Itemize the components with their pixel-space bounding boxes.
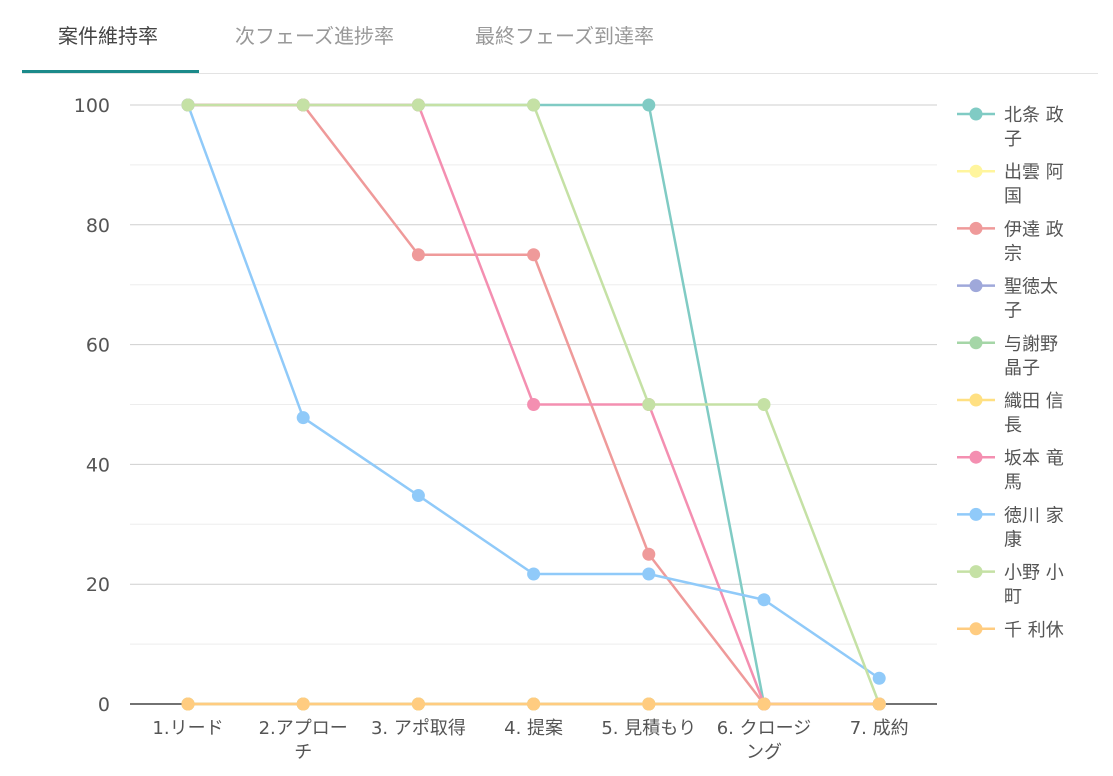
tab-next-phase-progress-rate[interactable]: 次フェーズ進捗率 bbox=[235, 24, 394, 48]
x-axis: 1.リード 2.アプローチ 3. アポ取得 4. 提案 5. 見積もり 6. クロージング… bbox=[130, 703, 937, 763]
data-point[interactable] bbox=[642, 697, 656, 711]
data-point[interactable] bbox=[527, 697, 541, 711]
data-point[interactable] bbox=[872, 697, 886, 711]
legend-marker-icon bbox=[969, 336, 983, 350]
series-line bbox=[186, 104, 880, 680]
legend-item[interactable]: 出雲 阿国 bbox=[957, 162, 1064, 207]
data-point[interactable] bbox=[411, 248, 425, 262]
y-tick-label: 60 bbox=[86, 335, 110, 357]
data-point[interactable] bbox=[527, 98, 541, 112]
legend-item[interactable]: 与謝野晶子 bbox=[957, 334, 1058, 379]
y-axis: 0 20 40 60 80 100 bbox=[74, 95, 110, 716]
x-tick-label: 3. アポ取得 bbox=[371, 718, 466, 739]
data-point[interactable] bbox=[757, 398, 771, 411]
legend-label: 千 利休 bbox=[1004, 620, 1064, 641]
data-point[interactable] bbox=[642, 398, 656, 411]
tab-divider bbox=[22, 73, 1098, 74]
data-point[interactable] bbox=[411, 489, 425, 503]
legend-label: 北条 政子 bbox=[1004, 105, 1064, 150]
legend-marker-icon bbox=[969, 507, 983, 521]
legend-label: 出雲 阿国 bbox=[1004, 162, 1064, 207]
x-tick-label: 7. 成約 bbox=[850, 718, 909, 739]
legend-item[interactable]: 北条 政子 bbox=[957, 105, 1064, 150]
data-point[interactable] bbox=[296, 697, 310, 711]
legend-label: 与謝野晶子 bbox=[1004, 334, 1058, 379]
legend-label: 小野 小町 bbox=[1004, 563, 1064, 608]
data-point[interactable] bbox=[642, 98, 656, 112]
data-point[interactable] bbox=[527, 248, 541, 262]
y-tick-label: 80 bbox=[86, 215, 110, 237]
data-point[interactable] bbox=[642, 547, 656, 561]
legend-item[interactable]: 伊達 政宗 bbox=[957, 219, 1064, 264]
series-7 bbox=[181, 98, 886, 685]
legend-label: 織田 信長 bbox=[1004, 391, 1064, 436]
series-lines bbox=[181, 98, 886, 711]
legend-marker-icon bbox=[969, 450, 983, 464]
data-point[interactable] bbox=[527, 567, 541, 581]
legend-marker-icon bbox=[969, 164, 983, 178]
legend-marker-icon bbox=[969, 393, 983, 407]
legend-marker-icon bbox=[969, 221, 983, 235]
legend-item[interactable]: 織田 信長 bbox=[957, 391, 1064, 436]
legend-item[interactable]: 坂本 竜馬 bbox=[957, 448, 1064, 493]
data-point[interactable] bbox=[296, 411, 310, 425]
legend-label: 伊達 政宗 bbox=[1004, 219, 1064, 264]
x-tick-label: 6. クロージング bbox=[717, 718, 812, 763]
data-point[interactable] bbox=[757, 697, 771, 711]
x-tick-label: 2.アプローチ bbox=[259, 718, 348, 763]
y-tick-label: 0 bbox=[98, 694, 110, 716]
legend-label: 徳川 家康 bbox=[1004, 505, 1064, 550]
data-point[interactable] bbox=[411, 697, 425, 711]
x-tick-label: 5. 見積もり bbox=[601, 718, 696, 739]
data-point[interactable] bbox=[872, 671, 886, 685]
legend-item[interactable]: 聖徳太子 bbox=[957, 277, 1058, 322]
legend-label: 聖徳太子 bbox=[1004, 277, 1058, 322]
y-tick-label: 40 bbox=[86, 454, 110, 476]
data-point[interactable] bbox=[296, 98, 310, 112]
series-9 bbox=[181, 697, 886, 711]
active-tab-indicator bbox=[22, 70, 199, 73]
data-point[interactable] bbox=[642, 567, 656, 581]
legend-marker-icon bbox=[969, 622, 983, 636]
data-point[interactable] bbox=[527, 398, 541, 411]
data-point[interactable] bbox=[757, 593, 771, 607]
tab-final-phase-reach-rate[interactable]: 最終フェーズ到達率 bbox=[475, 24, 654, 48]
legend-item[interactable]: 徳川 家康 bbox=[957, 505, 1064, 550]
y-tick-label: 100 bbox=[74, 95, 110, 117]
data-point[interactable] bbox=[411, 98, 425, 112]
tab-case-retention-rate[interactable]: 案件維持率 bbox=[58, 24, 158, 48]
x-tick-label: 4. 提案 bbox=[504, 718, 563, 739]
data-point[interactable] bbox=[181, 697, 195, 711]
data-point[interactable] bbox=[181, 98, 195, 112]
x-tick-label: 1.リード bbox=[152, 718, 223, 739]
y-tick-label: 20 bbox=[86, 574, 110, 596]
grid bbox=[130, 104, 937, 645]
legend-item[interactable]: 千 利休 bbox=[957, 620, 1064, 641]
tab-bar: 案件維持率 次フェーズ進捗率 最終フェーズ到達率 bbox=[0, 0, 1113, 75]
legend-item[interactable]: 小野 小町 bbox=[957, 563, 1064, 608]
legend-marker-icon bbox=[969, 565, 983, 579]
legend-marker-icon bbox=[969, 107, 983, 121]
legend-marker-icon bbox=[969, 279, 983, 293]
legend-label: 坂本 竜馬 bbox=[1004, 448, 1064, 493]
